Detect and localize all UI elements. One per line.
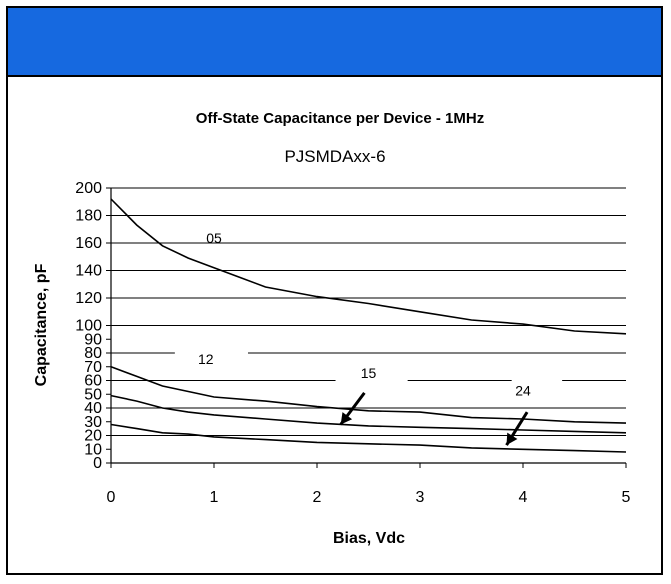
series-label-12: 12 <box>198 351 214 367</box>
series-label-15: 15 <box>361 365 377 381</box>
chart-title: Off-State Capacitance per Device - 1MHz <box>196 110 484 127</box>
x-tick-label: 2 <box>313 489 322 506</box>
y-tick-label: 40 <box>84 400 102 417</box>
series-label-05: 05 <box>206 230 222 246</box>
x-tick-label: 4 <box>519 489 528 506</box>
arrow-24-head <box>506 432 518 446</box>
y-tick-label: 50 <box>84 386 102 403</box>
series-line-15 <box>110 394 627 434</box>
header-banner <box>8 8 661 77</box>
y-tick-label: 160 <box>75 235 102 252</box>
y-tick-label: 140 <box>75 263 102 280</box>
y-tick-label: 120 <box>75 290 102 307</box>
y-tick-label: 200 <box>75 180 102 197</box>
x-tick-labels: 0 1 2 3 4 5 <box>107 463 631 506</box>
y-tick-label: 180 <box>75 208 102 225</box>
chart-frame <box>6 6 663 575</box>
y-tick-label: 10 <box>84 441 102 458</box>
y-tick-label: 90 <box>84 331 102 348</box>
x-tick-label: 0 <box>107 489 116 506</box>
callout-arrows <box>339 391 529 446</box>
y-tick-label: 0 <box>93 455 102 472</box>
y-tick-label: 100 <box>75 318 102 335</box>
series-line-24 <box>110 423 627 453</box>
series-line-05 <box>110 198 627 335</box>
chart-subtitle: PJSMDAxx-6 <box>284 147 385 166</box>
series-labels: 05 12 15 24 <box>198 230 531 399</box>
grid <box>110 187 626 464</box>
arrow-15-head <box>340 412 353 425</box>
x-tick-label: 1 <box>210 489 219 506</box>
series-label-24: 24 <box>515 383 531 399</box>
y-axis-label: Capacitance, pF <box>33 263 50 386</box>
x-tick-label: 3 <box>416 489 425 506</box>
y-tick-label: 30 <box>84 414 102 431</box>
y-tick-label: 60 <box>84 373 102 390</box>
y-tick-label: 70 <box>84 359 102 376</box>
y-tick-label: 20 <box>84 428 102 445</box>
x-tick-label: 5 <box>622 489 631 506</box>
x-axis-label: Bias, Vdc <box>333 530 405 547</box>
y-tick-label: 80 <box>84 345 102 362</box>
